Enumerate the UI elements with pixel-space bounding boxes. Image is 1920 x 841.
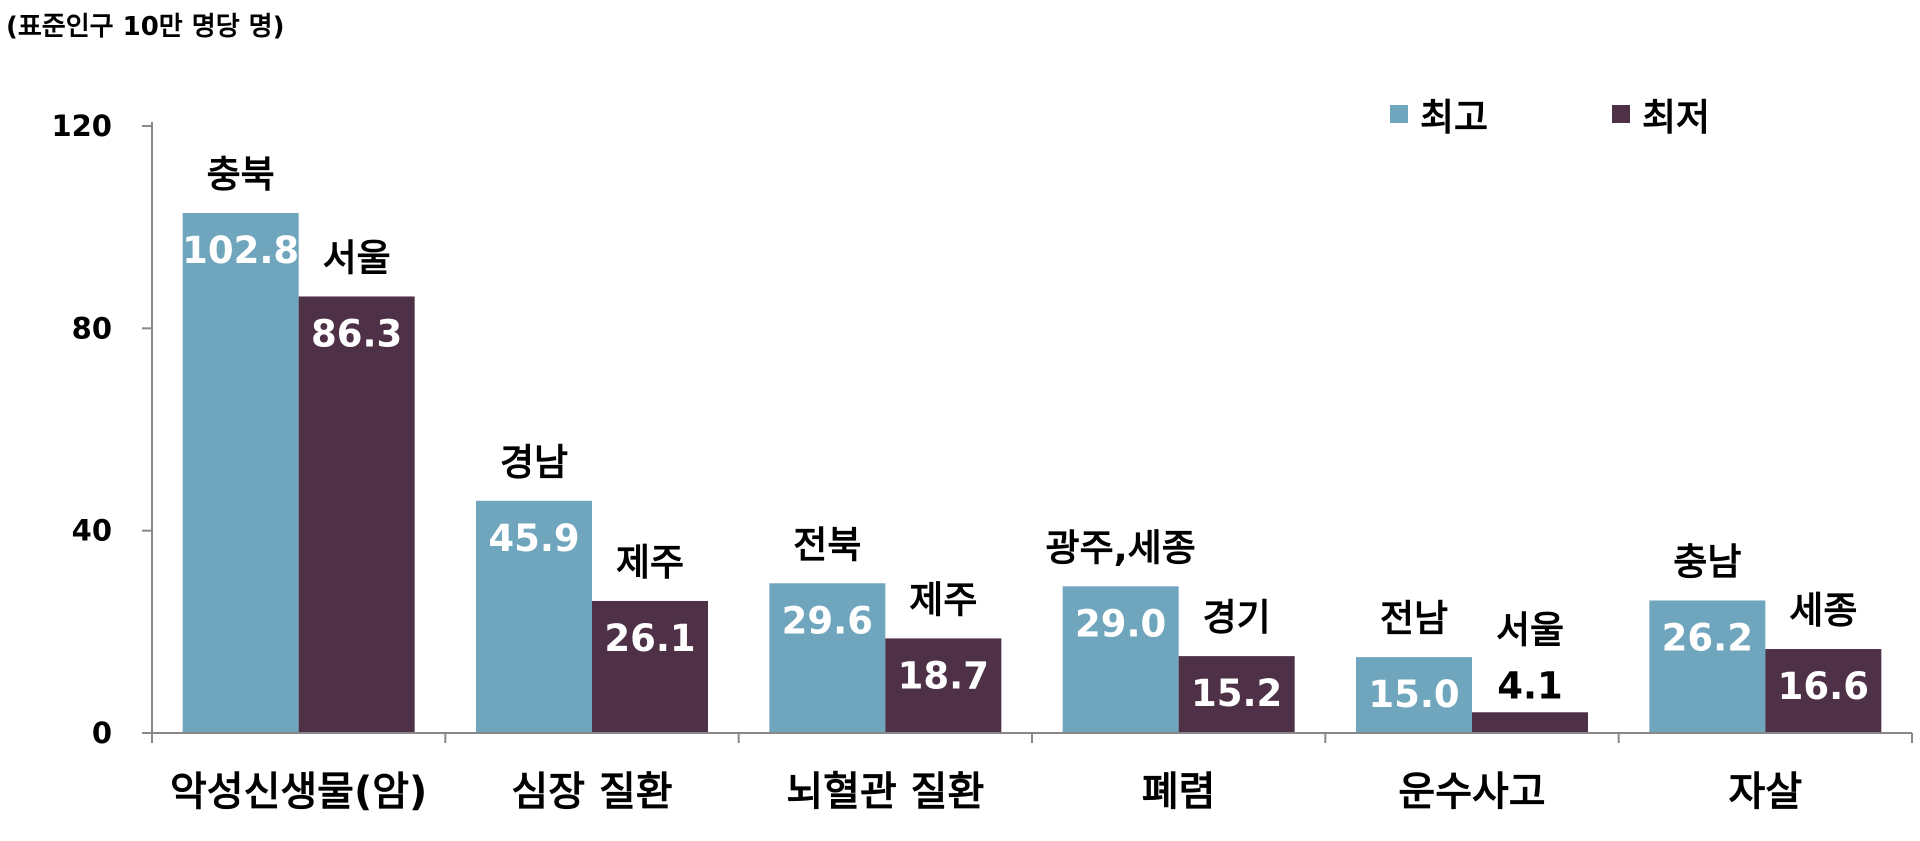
bar-lowest (885, 638, 1002, 733)
unit-note: (표준인구 10만 명당 명) (6, 12, 285, 42)
legend-swatch (1390, 105, 1408, 123)
x-category-label: 자살 (1729, 769, 1803, 815)
region-label: 서울 (1496, 608, 1564, 651)
value-label: 45.9 (488, 517, 579, 560)
region-label: 충북 (207, 153, 275, 196)
legend-label: 최저 (1642, 96, 1710, 139)
value-label: 102.8 (182, 229, 299, 272)
x-category-label: 심장 질환 (511, 769, 672, 815)
value-label: 86.3 (311, 312, 402, 355)
region-label: 전남 (1380, 597, 1448, 640)
legend: 최고 최저 (1390, 96, 1710, 139)
value-label: 29.6 (782, 599, 873, 642)
bar-highest (182, 213, 299, 734)
bar-highest (476, 500, 592, 733)
y-tick-label: 40 (72, 514, 112, 548)
bar-lowest (592, 600, 708, 733)
region-label: 광주,세종 (1046, 526, 1196, 569)
region-label: 충남 (1673, 540, 1741, 583)
region-label: 경기 (1203, 596, 1271, 639)
bar-highest (1649, 600, 1766, 733)
region-label: 제주 (616, 541, 684, 584)
x-category-label: 폐렴 (1142, 769, 1216, 815)
value-label: 26.1 (604, 617, 695, 660)
x-axis: 악성신생물(암) 심장 질환 뇌혈관 질환 폐렴 운수사고 자살 (151, 732, 1913, 815)
bar-lowest (1765, 649, 1882, 733)
region-label: 제주 (909, 578, 977, 621)
value-label: 15.0 (1368, 673, 1459, 716)
legend-label: 최고 (1420, 96, 1488, 139)
y-tick-label: 120 (51, 109, 112, 143)
y-axis: 0 40 80 120 (51, 109, 153, 750)
bar-lowest (298, 296, 415, 733)
region-label: 세종 (1789, 589, 1857, 632)
bar-lowest (1472, 712, 1588, 733)
value-label: 4.1 (1497, 664, 1563, 707)
value-label: 29.0 (1075, 602, 1166, 645)
y-tick-label: 0 (92, 716, 112, 750)
bar-highest (1356, 657, 1472, 733)
value-label: 15.2 (1191, 672, 1282, 715)
bar-lowest (1178, 656, 1295, 733)
region-label: 전북 (793, 523, 861, 566)
value-label: 26.2 (1662, 616, 1753, 659)
x-category-label: 운수사고 (1398, 769, 1545, 815)
x-category-label: 뇌혈관 질환 (786, 769, 984, 815)
x-category-label: 악성신생물(암) (170, 769, 427, 815)
region-label: 서울 (323, 236, 391, 279)
y-tick-label: 80 (72, 311, 112, 345)
bar-highest (1062, 586, 1179, 733)
legend-swatch (1612, 105, 1630, 123)
bar-highest (769, 583, 886, 733)
bars: 102.8 충북 86.3 서울 45.9 경남 26.1 제주 29.6 전북 18.7 제주 29.… (182, 153, 1882, 734)
region-label: 경남 (500, 441, 568, 484)
value-label: 18.7 (898, 654, 989, 697)
value-label: 16.6 (1778, 665, 1869, 708)
